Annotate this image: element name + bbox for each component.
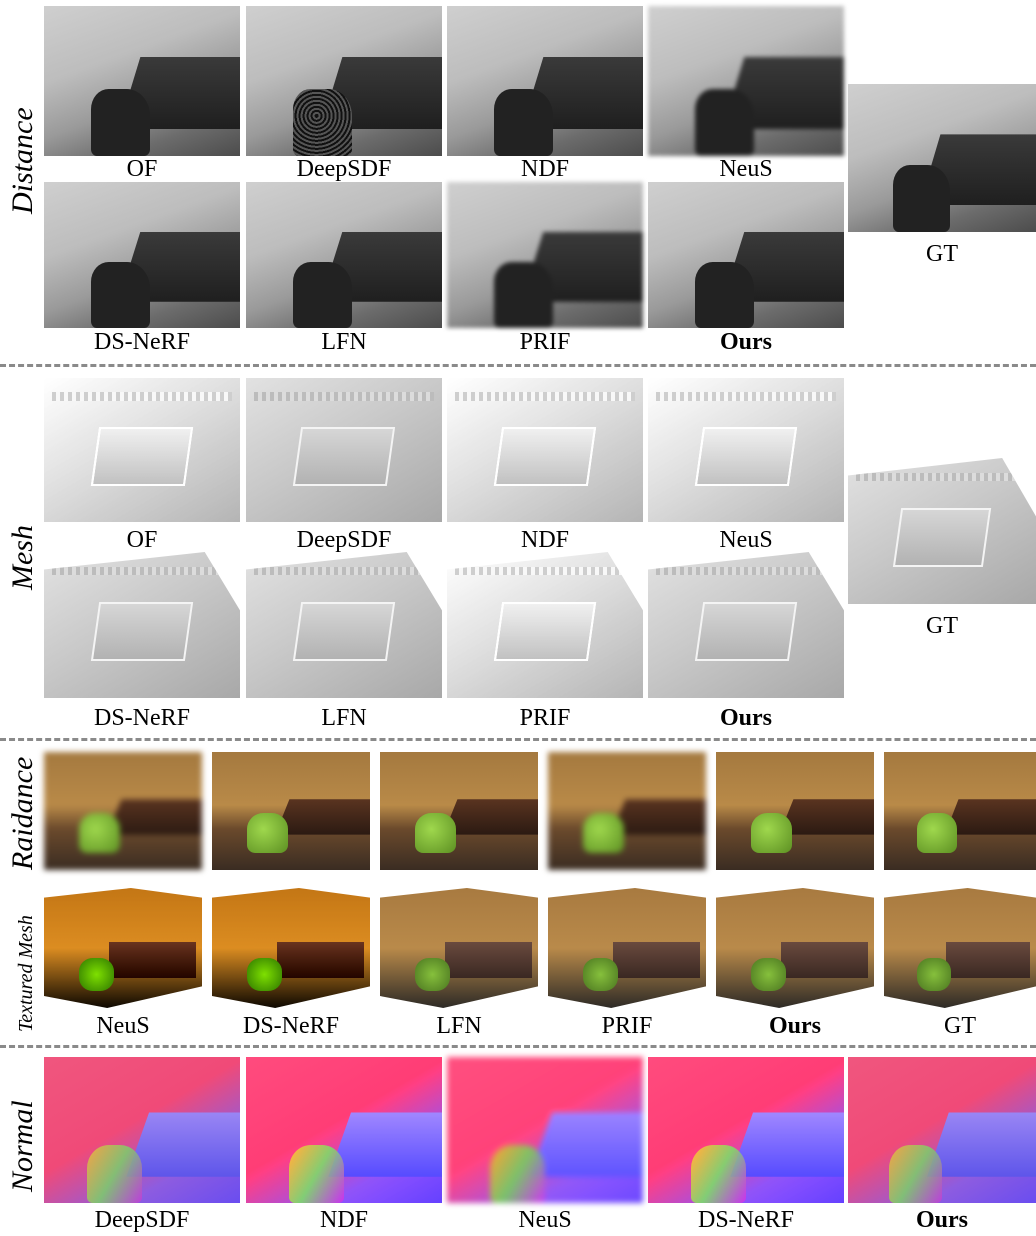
textured-image-neus (44, 888, 202, 1008)
textured-caption-ds-nerf: DS-NeRF (242, 1013, 339, 1039)
distance-image-deepsdf (246, 6, 442, 156)
textured-image-gt (884, 888, 1036, 1008)
distance-caption-ndf: NDF (520, 156, 569, 182)
normal-caption-deepsdf: DeepSDF (94, 1207, 190, 1233)
distance-image-ndf (447, 6, 643, 156)
row-label-normal: Normal (6, 1100, 39, 1192)
radiance-image-4 (548, 752, 706, 870)
row-label-mesh: Mesh (6, 525, 39, 590)
normal-caption-ds-nerf: DS-NeRF (697, 1207, 794, 1233)
distance-caption-lfn: LFN (321, 329, 367, 355)
row-label-textured-mesh: Textured Mesh (15, 915, 37, 1032)
mesh-image-gt (848, 458, 1036, 604)
textured-image-ds-nerf (212, 888, 370, 1008)
row-label-radiance: Raidance (6, 756, 39, 870)
distance-image-ds-nerf (44, 182, 240, 328)
distance-caption-ours: Ours (719, 329, 772, 355)
normal-image-ours (848, 1057, 1036, 1203)
radiance-image-5 (716, 752, 874, 870)
distance-image-neus (648, 6, 844, 156)
mesh-caption-ours: Ours (719, 705, 772, 731)
distance-caption-neus: NeuS (719, 156, 773, 182)
mesh-image-ours (648, 552, 844, 698)
distance-image-lfn (246, 182, 442, 328)
mesh-caption-deepsdf: DeepSDF (296, 527, 392, 553)
distance-image-prif (447, 182, 643, 328)
mesh-caption-neus: NeuS (719, 527, 773, 553)
normal-image-ndf (246, 1057, 442, 1203)
row-label-distance: Distance (6, 107, 39, 214)
radiance-image-6 (884, 752, 1036, 870)
normal-image-ds-nerf (648, 1057, 844, 1203)
radiance-image-2 (212, 752, 370, 870)
radiance-image-3 (380, 752, 538, 870)
textured-caption-ours: Ours (768, 1013, 821, 1039)
distance-image-of (44, 6, 240, 156)
divider-1 (0, 364, 1036, 367)
mesh-image-deepsdf (246, 378, 442, 522)
mesh-caption-prif: PRIF (519, 705, 571, 731)
normal-image-deepsdf (44, 1057, 240, 1203)
textured-caption-gt: GT (944, 1013, 976, 1039)
distance-caption-deepsdf: DeepSDF (296, 156, 392, 182)
divider-2 (0, 738, 1036, 741)
divider-3 (0, 1045, 1036, 1048)
mesh-caption-of: OF (126, 527, 158, 553)
distance-caption-prif: PRIF (519, 329, 571, 355)
mesh-caption-ds-nerf: DS-NeRF (93, 705, 190, 731)
normal-caption-neus: NeuS (518, 1207, 572, 1233)
textured-caption-lfn: LFN (436, 1013, 482, 1039)
mesh-image-of (44, 378, 240, 522)
mesh-image-lfn (246, 552, 442, 698)
textured-image-prif (548, 888, 706, 1008)
mesh-image-prif (447, 552, 643, 698)
distance-caption-of: OF (126, 156, 158, 182)
mesh-caption-ndf: NDF (520, 527, 569, 553)
normal-caption-ours: Ours (915, 1207, 968, 1233)
textured-caption-neus: NeuS (96, 1013, 150, 1039)
distance-image-gt (848, 84, 1036, 232)
normal-caption-ndf: NDF (319, 1207, 368, 1233)
normal-image-neus (447, 1057, 643, 1203)
mesh-image-ndf (447, 378, 643, 522)
textured-image-ours (716, 888, 874, 1008)
textured-image-lfn (380, 888, 538, 1008)
distance-caption-gt: GT (926, 241, 958, 267)
mesh-image-neus (648, 378, 844, 522)
mesh-caption-lfn: LFN (321, 705, 367, 731)
mesh-caption-gt: GT (926, 613, 958, 639)
distance-image-ours (648, 182, 844, 328)
radiance-image-1 (44, 752, 202, 870)
mesh-image-ds-nerf (44, 552, 240, 698)
textured-caption-prif: PRIF (601, 1013, 653, 1039)
distance-caption-ds-nerf: DS-NeRF (93, 329, 190, 355)
